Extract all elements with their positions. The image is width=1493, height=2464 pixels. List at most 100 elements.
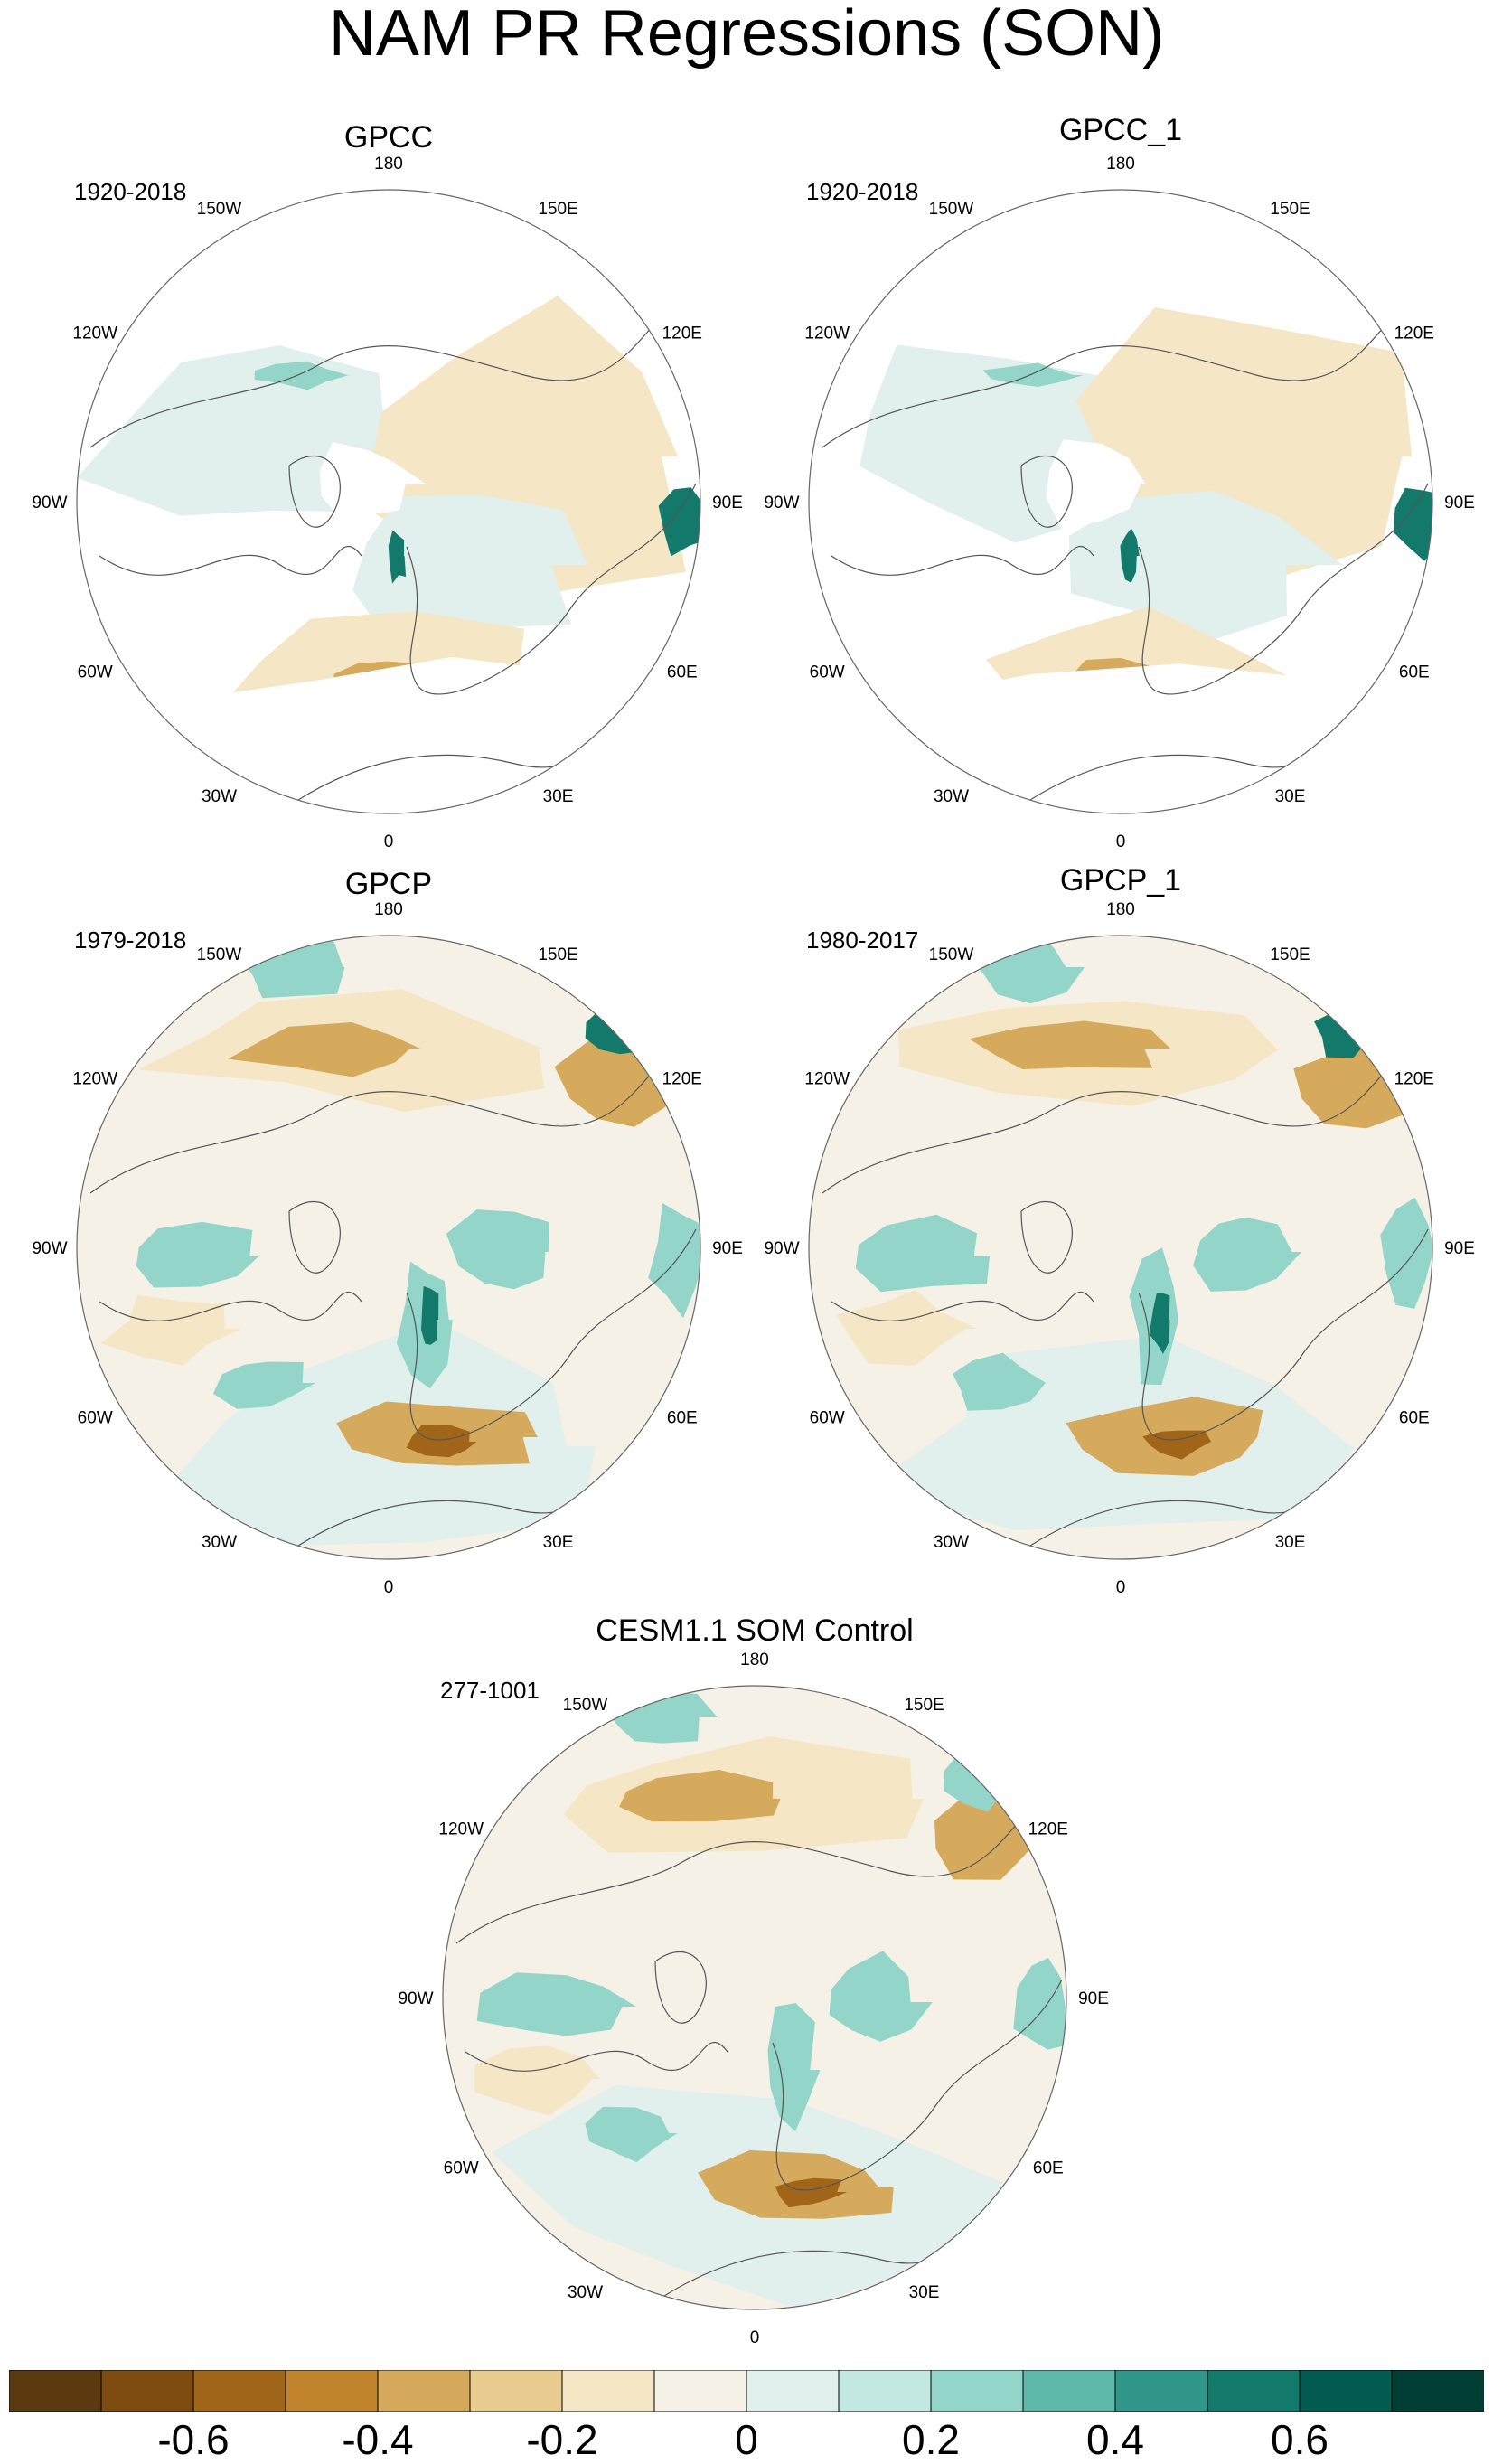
colorbar-swatch xyxy=(192,2370,286,2412)
panel-period: 1979-2018 xyxy=(74,926,187,954)
longitude-label: 30W xyxy=(202,787,237,806)
longitude-label: 0 xyxy=(384,832,394,851)
siberia-field xyxy=(352,494,588,644)
panel-title: GPCC_1 xyxy=(1058,113,1183,147)
coastlines xyxy=(89,293,697,801)
longitude-label: 180 xyxy=(740,1651,769,1669)
longitude-label: 90E xyxy=(1078,1989,1109,2008)
barents-wet xyxy=(446,1209,549,1290)
longitude-label: 120W xyxy=(72,1070,117,1089)
longitude-label: 120W xyxy=(804,1070,850,1089)
longitude-label: 60W xyxy=(78,1409,113,1428)
longitude-label: 0 xyxy=(750,2328,760,2347)
colorbar-swatch xyxy=(100,2370,194,2412)
colorbar-tick-label: 0.2 xyxy=(902,2416,960,2463)
pacific-dry-core xyxy=(619,1770,781,1822)
longitude-label: 150W xyxy=(197,200,242,219)
map-panel-1: GPCC_1 1920-2018 180 150E 120E 90E 60E 30E 0 30W 6… xyxy=(764,113,1474,851)
colorbar-swatch xyxy=(1022,2370,1116,2412)
figure-title: NAM PR Regressions (SON) xyxy=(328,0,1165,70)
longitude-label: 30W xyxy=(934,1533,969,1552)
longitude-label: 30W xyxy=(568,2283,603,2302)
colorbar xyxy=(9,2370,1484,2412)
polar-map: 180 150E 120E 90E 60E 30E 0 30W 60W 90W 120W 150W xyxy=(398,1651,1108,2347)
longitude-label: 150E xyxy=(1270,200,1310,219)
longitude-label: 120W xyxy=(804,324,850,343)
longitude-label: 120E xyxy=(1028,1820,1068,1839)
colorbar-swatch xyxy=(653,2370,747,2412)
norway-wet-core xyxy=(1149,1293,1170,1354)
longitude-label: 60W xyxy=(810,663,845,682)
alaska-wet xyxy=(982,362,1084,387)
longitude-label: 90E xyxy=(1444,1239,1475,1258)
longitude-label: 0 xyxy=(384,1578,394,1597)
colorbar-swatch xyxy=(9,2370,102,2412)
panel-period: 1920-2018 xyxy=(74,178,187,205)
colorbar-tick-label: 0.6 xyxy=(1271,2416,1329,2463)
longitude-label: 60E xyxy=(667,663,698,682)
longitude-label: 180 xyxy=(374,900,403,919)
longitude-label: 30E xyxy=(543,787,574,806)
longitude-label: 180 xyxy=(374,155,403,174)
colorbar-swatch xyxy=(746,2370,840,2412)
siberia-wet xyxy=(1380,1197,1432,1309)
barents-wet xyxy=(829,1951,933,2042)
longitude-label: 0 xyxy=(1116,1578,1126,1597)
map-boundary xyxy=(442,1685,1067,2310)
ocean-mask xyxy=(184,656,611,761)
colorbar-swatch xyxy=(1299,2370,1393,2412)
polar-map: 180 150E 120E 90E 60E 30E 0 30W 60W 90W 120W 150W xyxy=(32,900,742,1597)
norway-wet xyxy=(1120,528,1140,583)
longitude-label: 60E xyxy=(1033,2159,1064,2178)
colorbar-swatch xyxy=(469,2370,563,2412)
panel-period: 277-1001 xyxy=(440,1677,540,1704)
colorbar-swatch xyxy=(930,2370,1024,2412)
longitude-label: 150W xyxy=(929,945,974,964)
map-boundary xyxy=(808,935,1433,1560)
us-dry xyxy=(101,1294,242,1366)
longitude-label: 30W xyxy=(202,1533,237,1552)
colorbar-tick-label: 0 xyxy=(735,2416,758,2463)
panel-title: GPCP xyxy=(344,867,433,901)
longitude-label: 90E xyxy=(712,494,743,513)
panel-title: GPCC xyxy=(343,120,434,155)
siberia-wet xyxy=(1013,1957,1066,2050)
barents-wet xyxy=(1193,1217,1302,1292)
polar-map: 180 150E 120E 90E 60E 30E 0 30W 60W 90W 120W 150W xyxy=(32,155,742,851)
map-panel-4: CESM1.1 SOM Control 277-1001 180 150E 120E 90… xyxy=(398,1613,1108,2347)
europe-dry-core xyxy=(406,1425,477,1458)
colorbar-swatch xyxy=(838,2370,932,2412)
arctic-gap xyxy=(1046,439,1146,530)
longitude-label: 180 xyxy=(1106,900,1135,919)
panel-period: 1920-2018 xyxy=(806,178,919,205)
longitude-label: 150E xyxy=(538,945,577,964)
longitude-label: 90W xyxy=(32,1239,67,1258)
longitude-label: 120E xyxy=(662,1070,702,1089)
colorbar-tick-label: -0.4 xyxy=(342,2416,414,2463)
map-boundary xyxy=(76,189,701,814)
norway-wet xyxy=(388,530,407,584)
longitude-label: 120E xyxy=(1394,324,1434,343)
longitude-label: 150W xyxy=(929,200,974,219)
canada-wet xyxy=(476,1972,636,2036)
longitude-label: 90W xyxy=(398,1989,433,2008)
longitude-label: 120W xyxy=(72,324,117,343)
us-dry xyxy=(836,1289,978,1366)
pacific-dry-core xyxy=(228,1022,421,1077)
colorbar-swatch xyxy=(1391,2370,1484,2412)
map-panel-3: GPCP_1 1980-2017 180 150E 120E 90E 60E 30E 0 30W 6… xyxy=(764,863,1474,1597)
colorbar-swatch xyxy=(285,2370,379,2412)
longitude-label: 30E xyxy=(909,2283,940,2302)
longitude-label: 30E xyxy=(1275,787,1306,806)
longitude-label: 180 xyxy=(1106,155,1135,174)
longitude-label: 30W xyxy=(934,787,969,806)
longitude-label: 30E xyxy=(543,1533,574,1552)
canada-wet xyxy=(855,1214,990,1293)
asia-wet xyxy=(658,487,700,557)
colorbar-swatch xyxy=(377,2370,471,2412)
colorbar-swatch xyxy=(561,2370,655,2412)
atlantic-wet xyxy=(953,1352,1047,1411)
map-panel-0: GPCC 1920-2018 180 150E 120E 90E 60E 30E 0 30W 60W… xyxy=(32,113,742,851)
panel-period: 1980-2017 xyxy=(806,926,919,954)
longitude-label: 30E xyxy=(1275,1533,1306,1552)
